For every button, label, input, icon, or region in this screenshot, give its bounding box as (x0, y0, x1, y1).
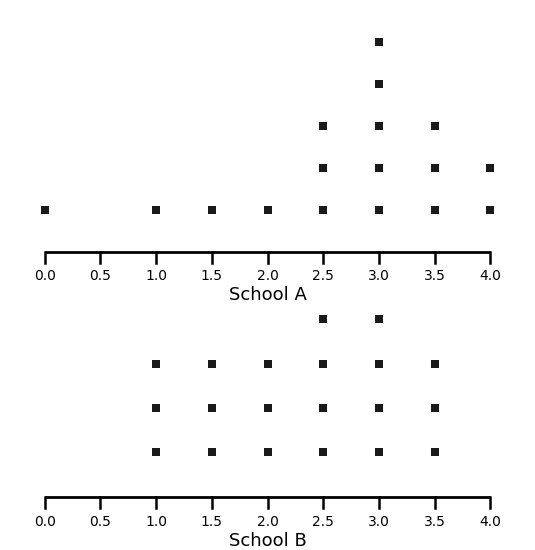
Point (374, 404, 383, 412)
Point (319, 122, 327, 130)
Point (374, 122, 383, 130)
Text: 3.5: 3.5 (424, 269, 446, 283)
Text: 3.0: 3.0 (368, 269, 390, 283)
Point (486, 164, 495, 173)
Point (374, 315, 383, 324)
Text: 3.5: 3.5 (424, 514, 446, 529)
Point (208, 404, 216, 412)
Text: 0.0: 0.0 (34, 514, 56, 529)
Point (152, 359, 160, 368)
Text: 2.0: 2.0 (257, 514, 278, 529)
Text: School A: School A (228, 285, 307, 304)
Text: 2.0: 2.0 (257, 269, 278, 283)
Point (486, 206, 495, 214)
Point (208, 206, 216, 214)
Point (319, 359, 327, 368)
Point (430, 164, 439, 173)
Text: 4.0: 4.0 (479, 514, 501, 529)
Point (430, 122, 439, 130)
Text: 1.0: 1.0 (145, 514, 167, 529)
Text: 2.5: 2.5 (312, 514, 334, 529)
Text: 3.0: 3.0 (368, 514, 390, 529)
Point (263, 448, 272, 457)
Point (152, 404, 160, 412)
Point (208, 448, 216, 457)
Point (430, 404, 439, 412)
Point (263, 206, 272, 214)
Point (319, 206, 327, 214)
Text: 1.5: 1.5 (201, 269, 223, 283)
Point (319, 448, 327, 457)
Point (263, 359, 272, 368)
Point (40, 206, 49, 214)
Text: 1.0: 1.0 (145, 269, 167, 283)
Point (208, 359, 216, 368)
Point (319, 315, 327, 324)
Point (374, 37, 383, 46)
Point (430, 206, 439, 214)
Text: School B: School B (228, 532, 307, 550)
Point (430, 448, 439, 457)
Point (374, 359, 383, 368)
Text: 0.5: 0.5 (89, 269, 111, 283)
Point (263, 404, 272, 412)
Point (374, 164, 383, 173)
Point (374, 448, 383, 457)
Point (152, 448, 160, 457)
Point (374, 80, 383, 89)
Point (319, 164, 327, 173)
Text: 2.5: 2.5 (312, 269, 334, 283)
Point (152, 206, 160, 214)
Text: 4.0: 4.0 (479, 269, 501, 283)
Text: 0.5: 0.5 (89, 514, 111, 529)
Text: 1.5: 1.5 (201, 514, 223, 529)
Point (374, 206, 383, 214)
Point (319, 404, 327, 412)
Point (430, 359, 439, 368)
Text: 0.0: 0.0 (34, 269, 56, 283)
